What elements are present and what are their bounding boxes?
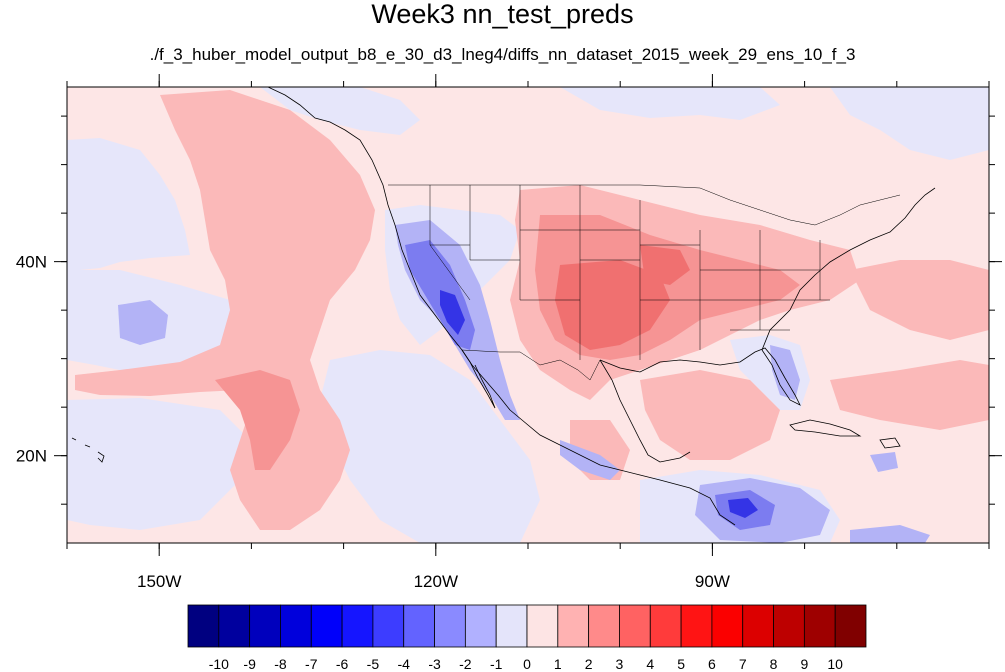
colorbar-swatch <box>773 604 805 648</box>
colorbar-label: 1 <box>554 656 562 672</box>
field-pos-mid-west-plume <box>215 370 300 470</box>
coastline-gulf <box>599 347 801 406</box>
field-neg-light-northeast <box>830 87 989 160</box>
political-borders <box>388 184 901 381</box>
state-lines-east <box>700 230 830 331</box>
colorbar-swatch <box>680 604 713 648</box>
coastline-baja <box>461 349 496 409</box>
colorbar-label: 10 <box>827 656 843 672</box>
colorbar-label: -5 <box>367 656 380 672</box>
colorbar-label: 5 <box>677 656 685 672</box>
field-pos-light-pacific-plume <box>75 90 375 530</box>
colorbar-swatch <box>372 604 405 648</box>
colorbar-swatch <box>526 604 559 648</box>
colorbar-swatch <box>742 604 774 648</box>
colorbar-swatch <box>495 604 528 648</box>
colorbar-swatch <box>464 604 497 648</box>
colorbar-label: -10 <box>209 656 229 672</box>
colorbar-label: 7 <box>739 656 747 672</box>
colorbar-swatch <box>249 604 281 648</box>
colorbar-swatch <box>434 604 466 648</box>
field-neg-mid-florida <box>770 345 800 400</box>
colorbar-label: 8 <box>770 656 778 672</box>
border-us-canada <box>388 184 901 226</box>
field-neg-mid-se-corner <box>850 525 930 543</box>
colorbar-swatch <box>834 604 867 648</box>
colorbar-label: 6 <box>708 656 716 672</box>
axis-ticks: 150W 120W 90W 40N 20N <box>16 74 1002 591</box>
state-lines-west <box>429 185 580 301</box>
field-pos-light-gulf <box>640 370 780 460</box>
field-neg-mid-caribbean <box>870 452 898 472</box>
colorbar-swatch <box>187 604 220 648</box>
field-pos-light-atlantic <box>850 260 989 340</box>
map-title: Week3 nn_test_preds <box>371 0 634 29</box>
colorbar-label: 2 <box>585 656 593 672</box>
colorbar-label: -6 <box>336 656 349 672</box>
coastline-east <box>761 187 936 351</box>
coastline-hispaniola <box>879 437 901 449</box>
field-neg-mid-pacific-blob <box>118 300 168 345</box>
colorbar-swatch <box>619 604 651 648</box>
colorbar-label: 9 <box>800 656 808 672</box>
colorbar-label: -8 <box>274 656 287 672</box>
field-pos-light-caribbean <box>830 360 989 430</box>
x-tick-label: 120W <box>414 572 458 591</box>
y-tick-label: 20N <box>16 447 47 466</box>
contour-field <box>67 87 989 543</box>
y-tick-label: 40N <box>16 253 47 272</box>
field-neg-light-canada <box>560 87 780 120</box>
field-neg-deep-california <box>440 290 465 335</box>
coastline-gulf-west <box>599 359 691 463</box>
field-neg-light-pacific <box>67 138 190 272</box>
colorbar-swatch <box>588 604 620 648</box>
field-neg-light-pacific-sw <box>67 398 250 530</box>
colorbar-swatch <box>218 604 251 648</box>
colorbar-swatch <box>711 604 744 648</box>
border-us-mexico <box>461 349 601 381</box>
x-tick-label: 90W <box>695 572 730 591</box>
colorbar-label: 0 <box>523 656 531 672</box>
colorbar-swatch <box>649 604 682 648</box>
colorbar-swatch <box>310 604 343 648</box>
colorbar-label: -9 <box>243 656 256 672</box>
field-neg-light-east-pacific <box>320 350 540 543</box>
colorbar-swatch <box>341 604 374 648</box>
field-pos-strong-central <box>640 245 690 285</box>
coastline-hawaii <box>71 437 105 463</box>
colorbar-label: -2 <box>459 656 472 672</box>
colorbar: -10 -9 -8 -7 -6 -5 -4 -3 -2 -1 0 1 2 3 4 5 6 7 8 9 10 <box>187 604 867 672</box>
colorbar-swatch <box>803 604 836 648</box>
coastline-cuba <box>789 419 862 437</box>
colorbar-swatch <box>557 604 590 648</box>
colorbar-label: -1 <box>490 656 503 672</box>
x-tick-label: 150W <box>137 572 181 591</box>
colorbar-label: -4 <box>398 656 411 672</box>
colorbar-swatch <box>403 604 435 648</box>
state-lines-central <box>520 185 701 360</box>
map-subtitle: ./f_3_huber_model_output_b8_e_30_d3_lneg… <box>149 45 856 64</box>
colorbar-label: 3 <box>616 656 624 672</box>
field-neg-light-alaska <box>260 87 420 135</box>
colorbar-label: 4 <box>646 656 654 672</box>
field-neg-deep-central-america <box>728 498 758 518</box>
field-pos-strong-southern-plains <box>555 260 670 350</box>
colorbar-label: -3 <box>428 656 441 672</box>
colorbar-swatch <box>280 604 312 648</box>
colorbar-label: -7 <box>305 656 318 672</box>
